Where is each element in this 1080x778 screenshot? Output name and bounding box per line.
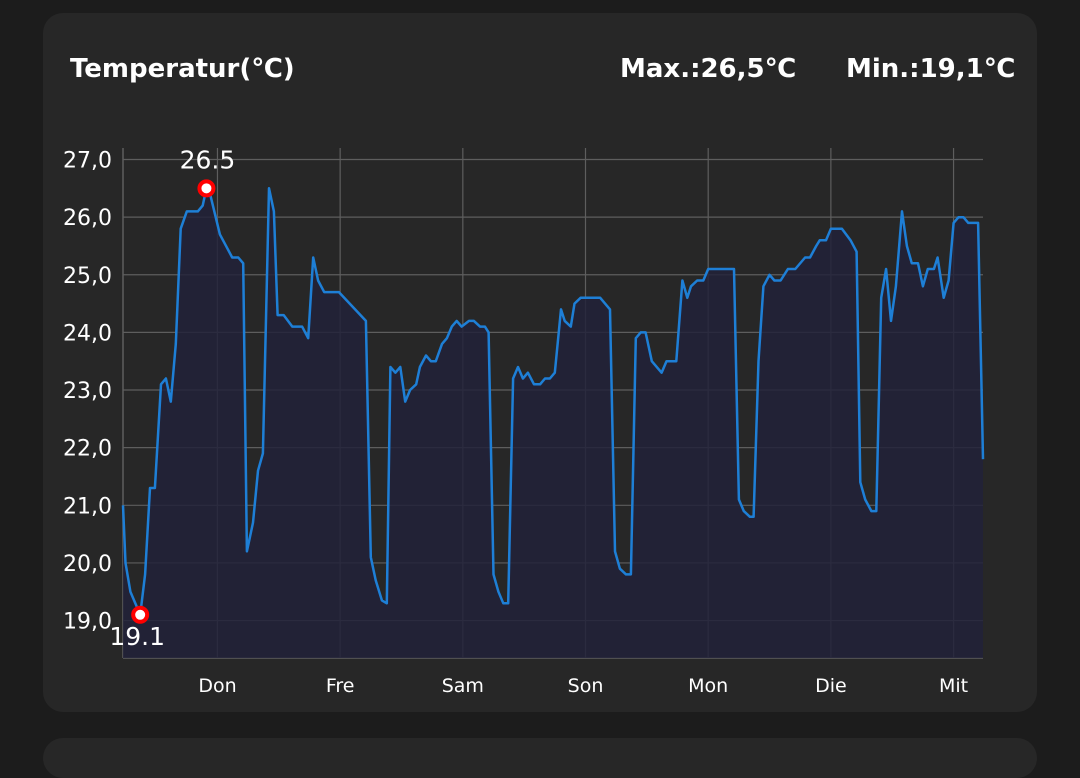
temperature-chart: 19,0 20,0 21,0 22,0 23,0 24,0 25,0 26,0 27,0 Don F… <box>63 145 985 697</box>
x-tick-label: Fre <box>326 675 355 697</box>
x-tick-label: Die <box>815 675 847 697</box>
y-tick-label: 19,0 <box>63 610 112 635</box>
area-fill <box>123 188 983 659</box>
min-temperature: Min.:19,1℃ <box>846 54 1016 84</box>
x-tick-label: Son <box>568 675 604 697</box>
y-tick-label: 25,0 <box>63 264 112 289</box>
y-tick-label: 20,0 <box>63 552 112 577</box>
min-point-label: 19.1 <box>109 622 165 651</box>
temperature-line <box>121 187 985 617</box>
min-point-marker <box>131 605 150 624</box>
y-tick-label: 21,0 <box>63 494 112 519</box>
x-tick-label: Don <box>198 675 236 697</box>
y-tick-label: 26,0 <box>63 206 112 231</box>
x-tick-label: Sam <box>442 675 484 697</box>
max-temperature: Max.:26,5℃ <box>620 54 797 84</box>
card-title: Temperatur(℃) <box>70 54 295 84</box>
max-point-marker <box>197 179 216 198</box>
max-point-label: 26.5 <box>180 145 236 174</box>
y-tick-label: 22,0 <box>63 437 112 462</box>
y-tick-label: 27,0 <box>63 149 112 174</box>
next-card <box>43 738 1037 778</box>
x-tick-label: Mon <box>688 675 728 697</box>
y-tick-label: 23,0 <box>63 379 112 404</box>
y-tick-label: 24,0 <box>63 321 112 346</box>
x-tick-label: Mit <box>939 675 968 697</box>
